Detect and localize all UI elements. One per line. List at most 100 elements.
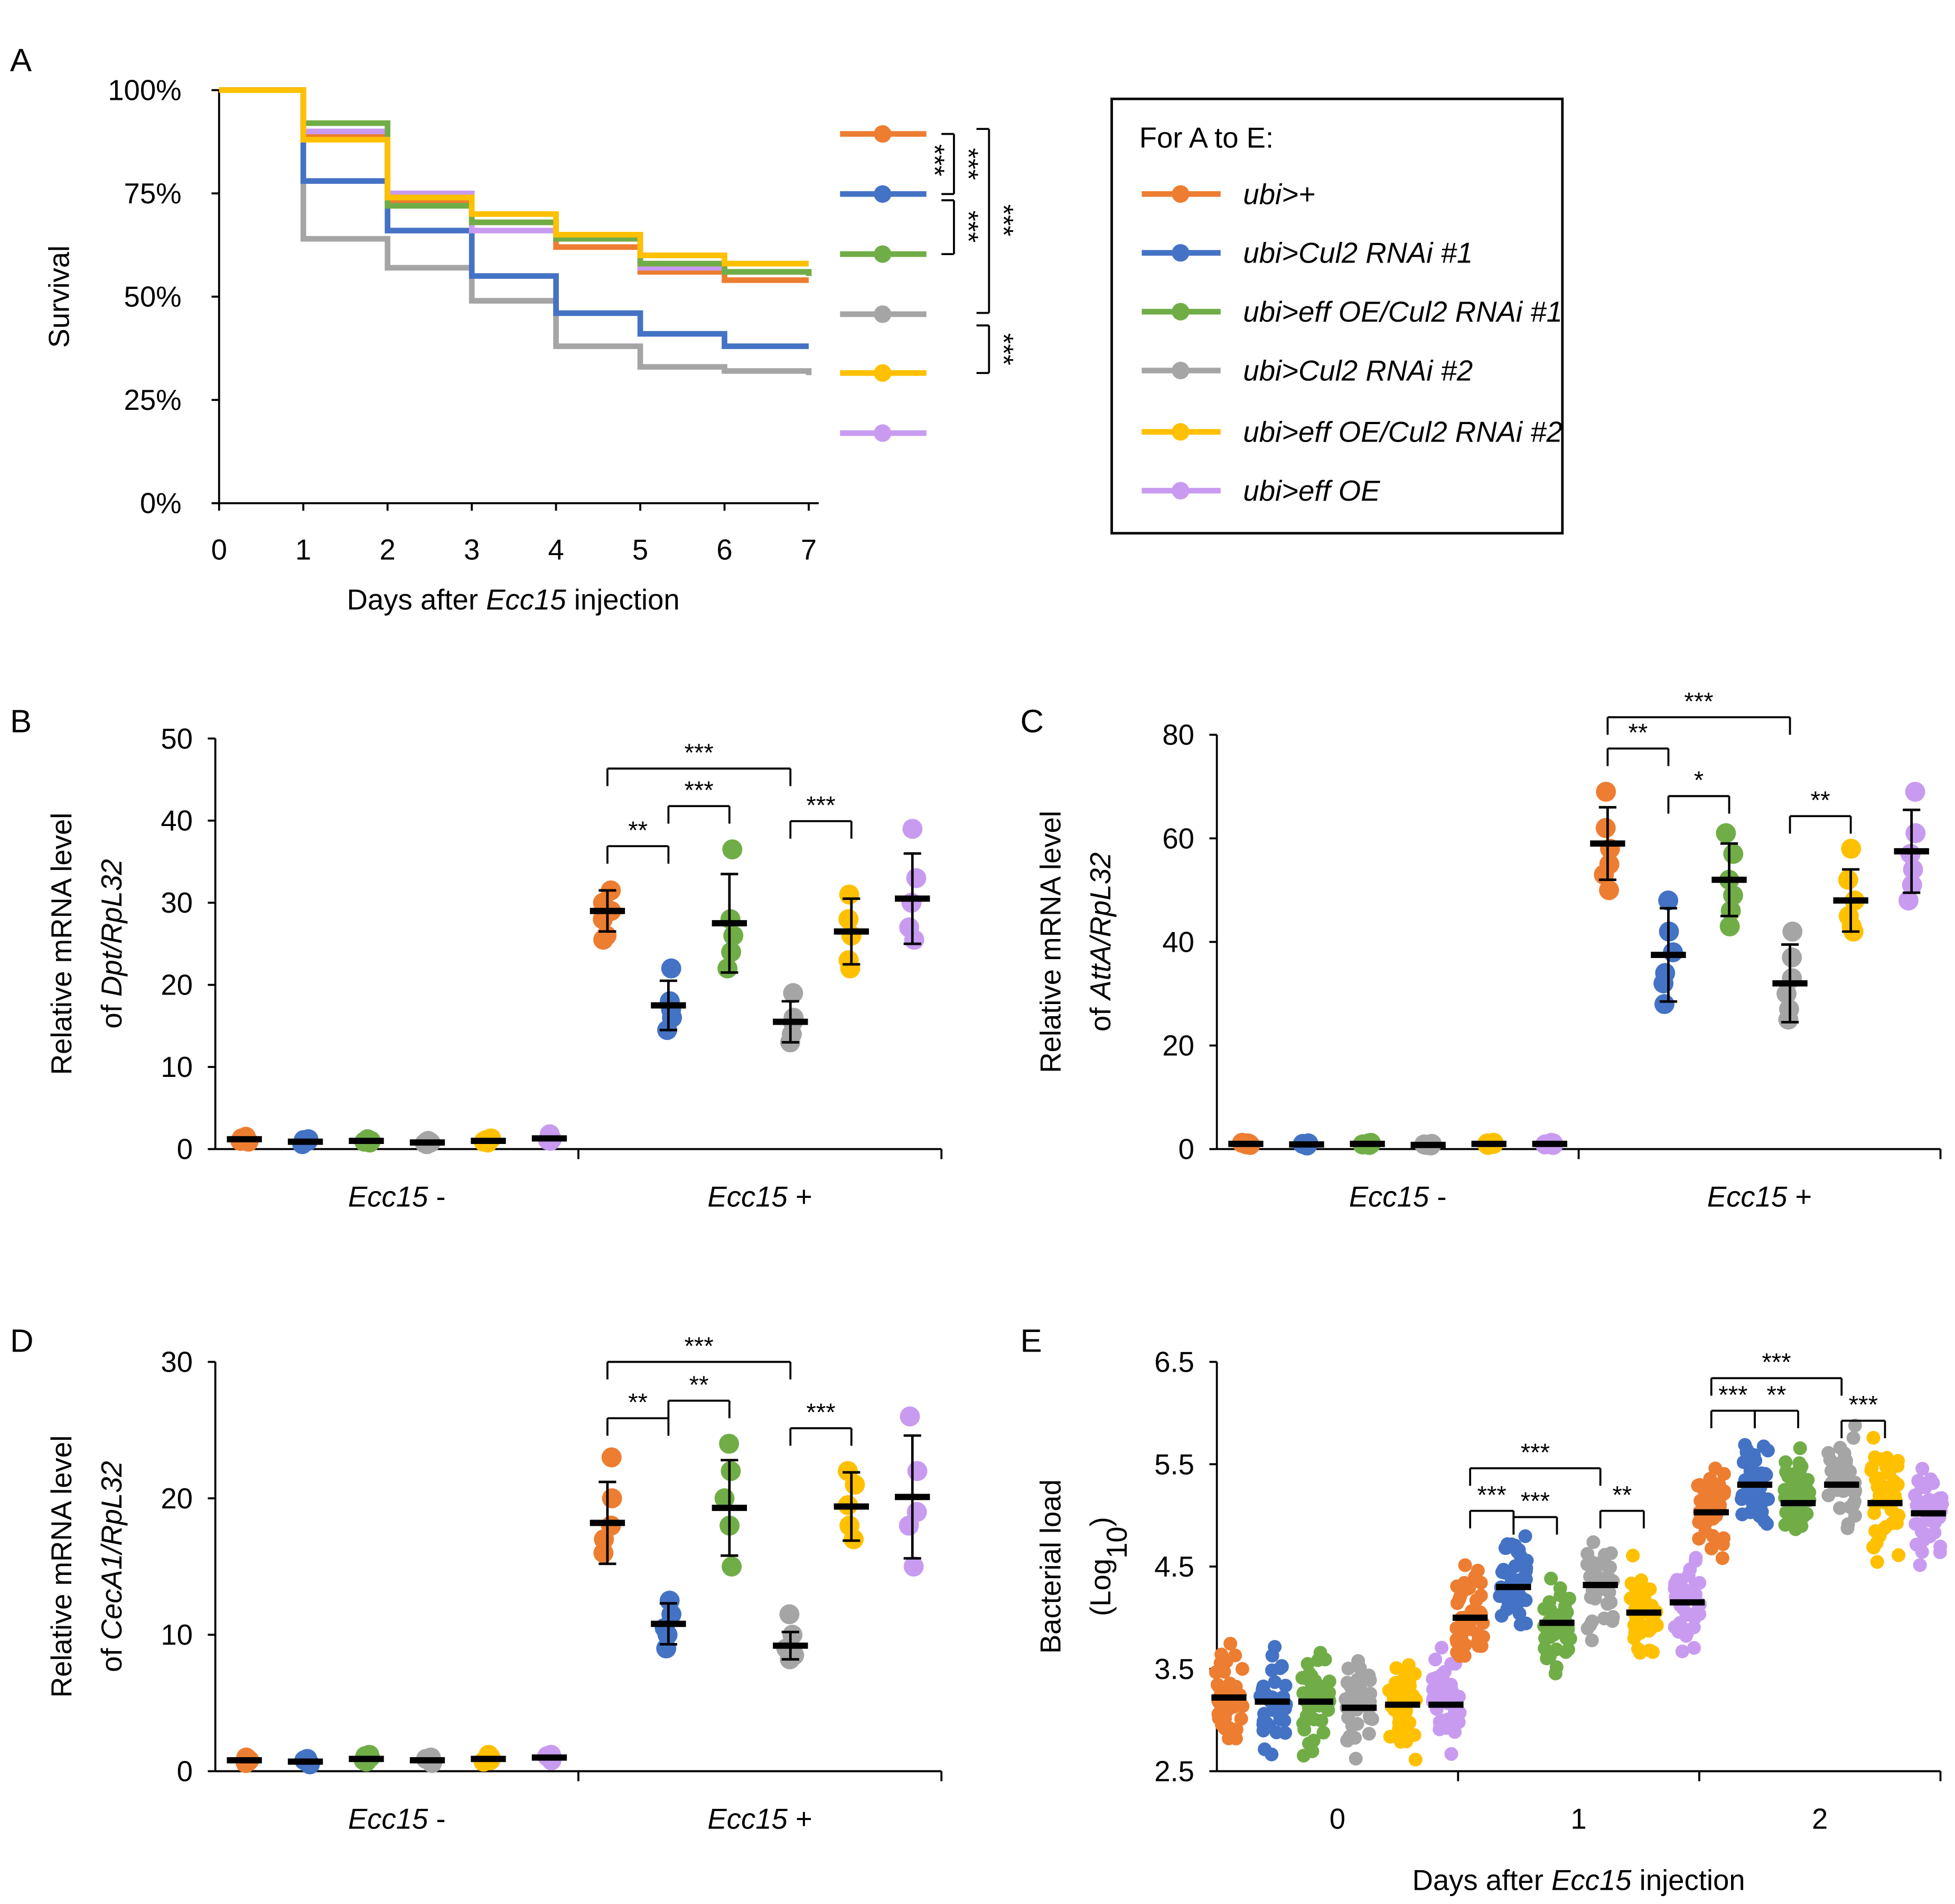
data-point [1265, 1747, 1279, 1761]
data-point [1508, 1559, 1522, 1573]
data-point [1626, 1549, 1640, 1563]
x-group-label: 1 [1570, 1803, 1586, 1835]
data-point [656, 1638, 677, 1659]
data-point [1756, 1439, 1771, 1453]
y-axis-label: of Dpt/RpL32 [96, 859, 128, 1028]
label-part: - [428, 1803, 445, 1835]
data-point [1880, 1451, 1894, 1465]
y-axis-label: Bacterial load [1034, 1479, 1067, 1654]
significance-label: ** [689, 1371, 709, 1399]
label-part: Relative mRNA level [45, 813, 78, 1075]
data-point [1654, 994, 1675, 1015]
data-point [1268, 1675, 1282, 1689]
data-point [1343, 1729, 1357, 1743]
data-point [1891, 1477, 1905, 1492]
label-part: AttA/RpL32 [1084, 852, 1117, 1001]
y-tick-label: 10 [161, 1051, 193, 1083]
data-point [1500, 1587, 1514, 1602]
x-group-label: Ecc15 + [1707, 1181, 1812, 1213]
data-point [1507, 1598, 1521, 1612]
data-point [1307, 1685, 1321, 1700]
data-point [1878, 1480, 1892, 1494]
data-point [1913, 1558, 1927, 1572]
data-point [1888, 1489, 1902, 1503]
data-point [1688, 1577, 1703, 1591]
data-point [1540, 1627, 1555, 1641]
x-group-label: Ecc15 - [348, 1803, 446, 1835]
y-tick-label: 30 [161, 1346, 193, 1378]
label-part: of [1084, 999, 1117, 1031]
y-tick-label: 3.5 [1154, 1653, 1194, 1685]
legend-marker [1172, 244, 1190, 262]
data-point [1898, 890, 1919, 911]
label-part: injection [566, 584, 680, 616]
data-point [1296, 1716, 1311, 1730]
y-tick-label: 60 [1162, 822, 1194, 855]
data-point [1390, 1675, 1404, 1690]
data-point [1848, 1419, 1862, 1433]
data-point [1719, 916, 1740, 936]
x-group-label: Ecc15 - [348, 1181, 446, 1213]
data-point [1599, 880, 1619, 901]
legend: For A to E: ubi>+ ubi>Cul2 RNAi #1 ubi>eff … [1110, 97, 1564, 534]
label-part: + [788, 1803, 812, 1835]
x-group-label: 0 [1330, 1803, 1345, 1835]
data-point [1452, 1592, 1466, 1607]
y-tick-label: 20 [161, 969, 193, 1001]
data-point [1229, 1731, 1243, 1746]
significance-label: *** [684, 1332, 713, 1360]
data-point [907, 1461, 928, 1481]
data-point [1627, 1591, 1641, 1605]
x-group-label: Ecc15 - [1349, 1181, 1447, 1213]
y-axis-label: Relative mRNA level [45, 813, 78, 1075]
data-point [1776, 983, 1797, 1004]
data-point [721, 942, 742, 962]
data-point [1605, 1614, 1620, 1628]
panel-E: E 2.5 3.5 4.5 5.5 6.5 0 1 2 Bacterial load (Log10)… [1021, 1323, 1949, 1897]
data-point [783, 983, 803, 1003]
data-point [1540, 1651, 1554, 1666]
label-part: Ecc15 [486, 584, 566, 616]
data-point [1426, 1682, 1440, 1696]
x-axis-label: Days after Ecc15 injection [1413, 1864, 1745, 1897]
data-point [1426, 1672, 1440, 1686]
data-point [1234, 1712, 1248, 1726]
y-axis-label: (Log10) [1084, 1517, 1133, 1616]
legend-marker [874, 185, 892, 203]
label-part: Days after [1413, 1864, 1552, 1897]
legend-entry-eff: ubi>eff OE [1243, 475, 1380, 507]
label-part: - [1429, 1181, 1446, 1213]
label-part: ) [1084, 1517, 1117, 1526]
data-point [1223, 1637, 1238, 1651]
data-point [1833, 1441, 1847, 1455]
data-point [1551, 1608, 1566, 1622]
significance-label: ** [1612, 1481, 1632, 1509]
significance-label: *** [1521, 1439, 1550, 1467]
data-point [1633, 1646, 1647, 1660]
data-point [1754, 1466, 1769, 1480]
panel-letter-C: C [1021, 703, 1044, 739]
data-point [1318, 1653, 1332, 1667]
data-point [906, 868, 927, 888]
label-part: - [428, 1181, 445, 1213]
legend-title: For A to E: [1139, 122, 1274, 154]
data-point [1694, 1494, 1708, 1508]
label-part: Ecc15 [707, 1181, 788, 1213]
data-point [1519, 1616, 1533, 1630]
data-point [1841, 838, 1862, 859]
label-part: Ecc15 [348, 1181, 428, 1213]
significance-label: ** [628, 1389, 648, 1417]
significance-label: *** [952, 148, 983, 180]
data-point [1435, 1640, 1449, 1655]
data-point [1260, 1718, 1274, 1732]
data-point [1444, 1747, 1458, 1761]
data-point [1349, 1751, 1363, 1766]
data-point [903, 1556, 924, 1577]
legend-entry-cul1: ubi>Cul2 RNAi #1 [1243, 237, 1473, 269]
data-point [1889, 1516, 1904, 1530]
label-part: injection [1632, 1864, 1745, 1897]
data-point [1735, 1507, 1750, 1522]
data-point [1716, 1537, 1730, 1551]
data-point [1833, 1501, 1847, 1515]
